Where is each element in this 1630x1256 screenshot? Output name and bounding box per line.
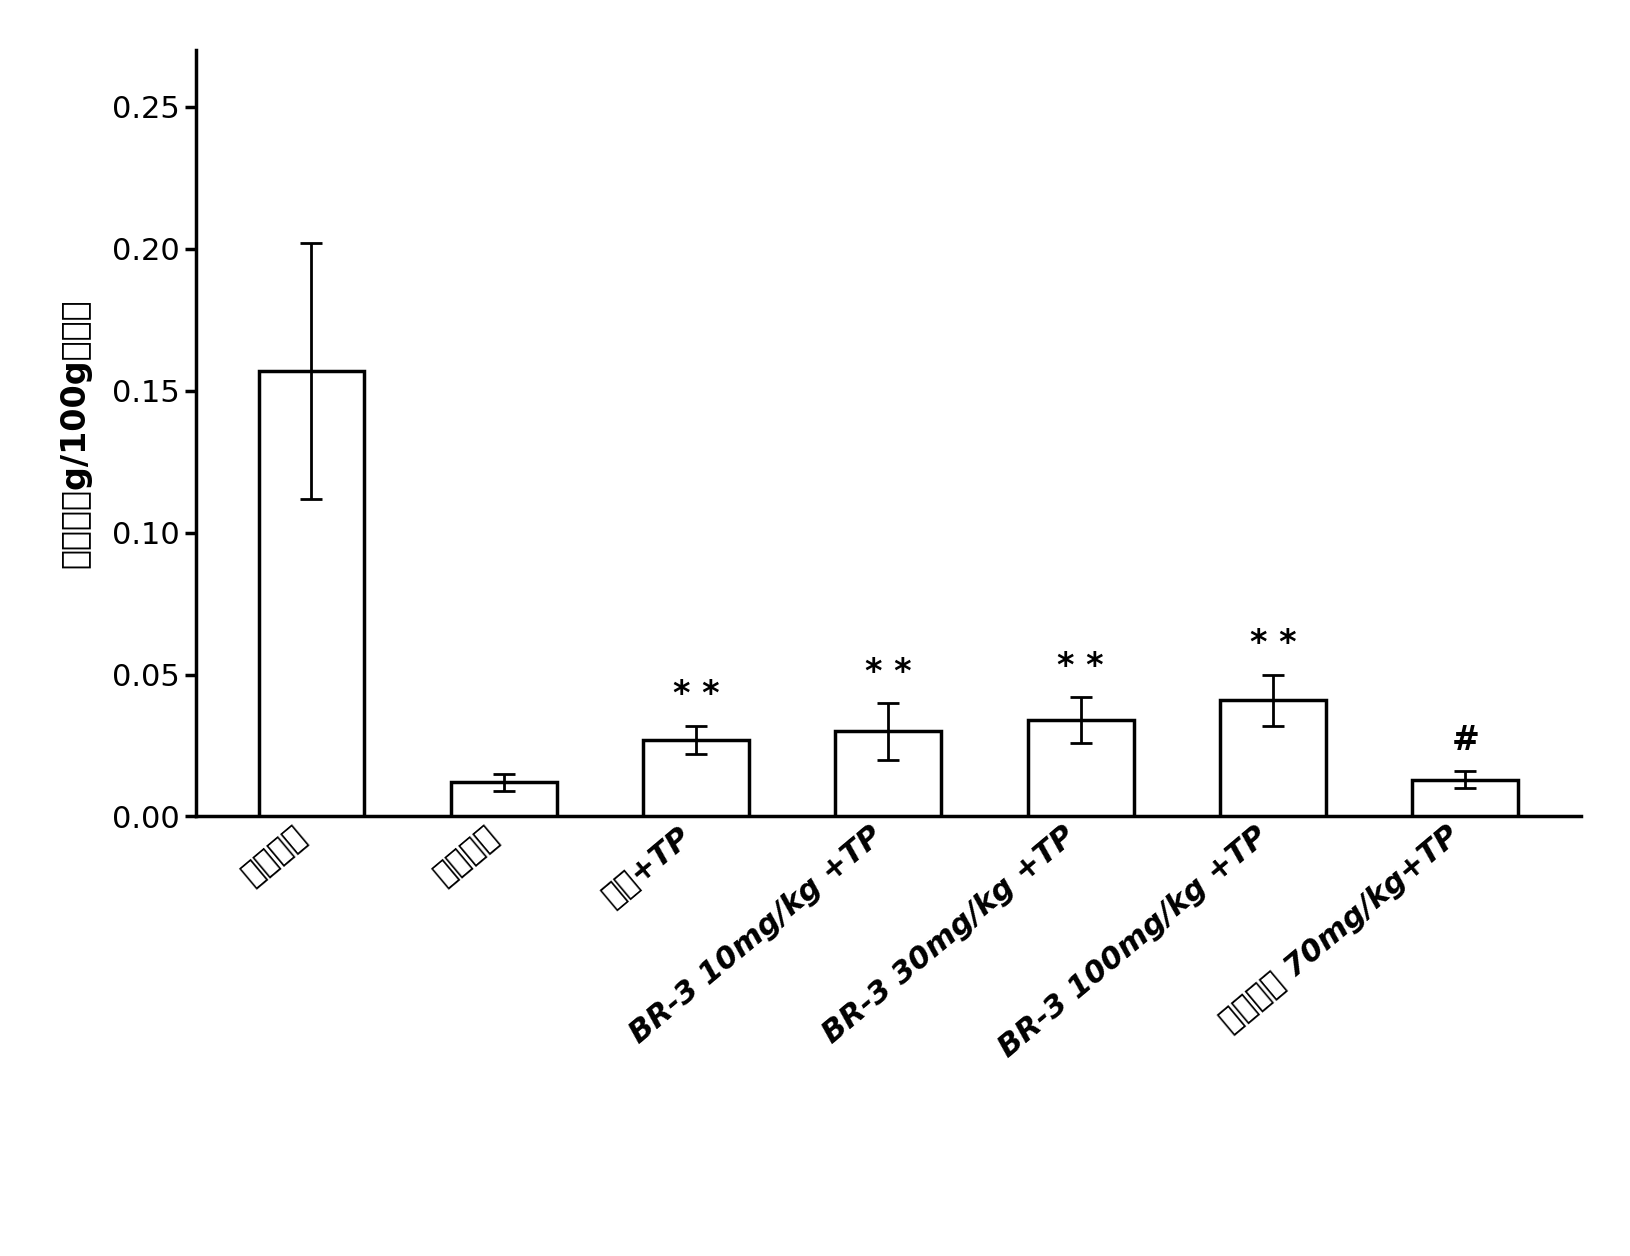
Bar [259, 371, 365, 816]
Text: * *: * * [866, 656, 911, 688]
Bar [644, 740, 748, 816]
Text: * *: * * [1250, 627, 1296, 661]
Text: #: # [1451, 723, 1478, 757]
Bar [836, 731, 941, 816]
Bar [1412, 780, 1518, 816]
Text: * *: * * [1058, 651, 1104, 683]
Text: * *: * * [673, 678, 719, 711]
Y-axis label: 精囊腺（g/100g体重）: 精囊腺（g/100g体重） [59, 299, 91, 568]
Bar [1221, 700, 1325, 816]
Bar [1029, 720, 1133, 816]
Bar [452, 782, 556, 816]
